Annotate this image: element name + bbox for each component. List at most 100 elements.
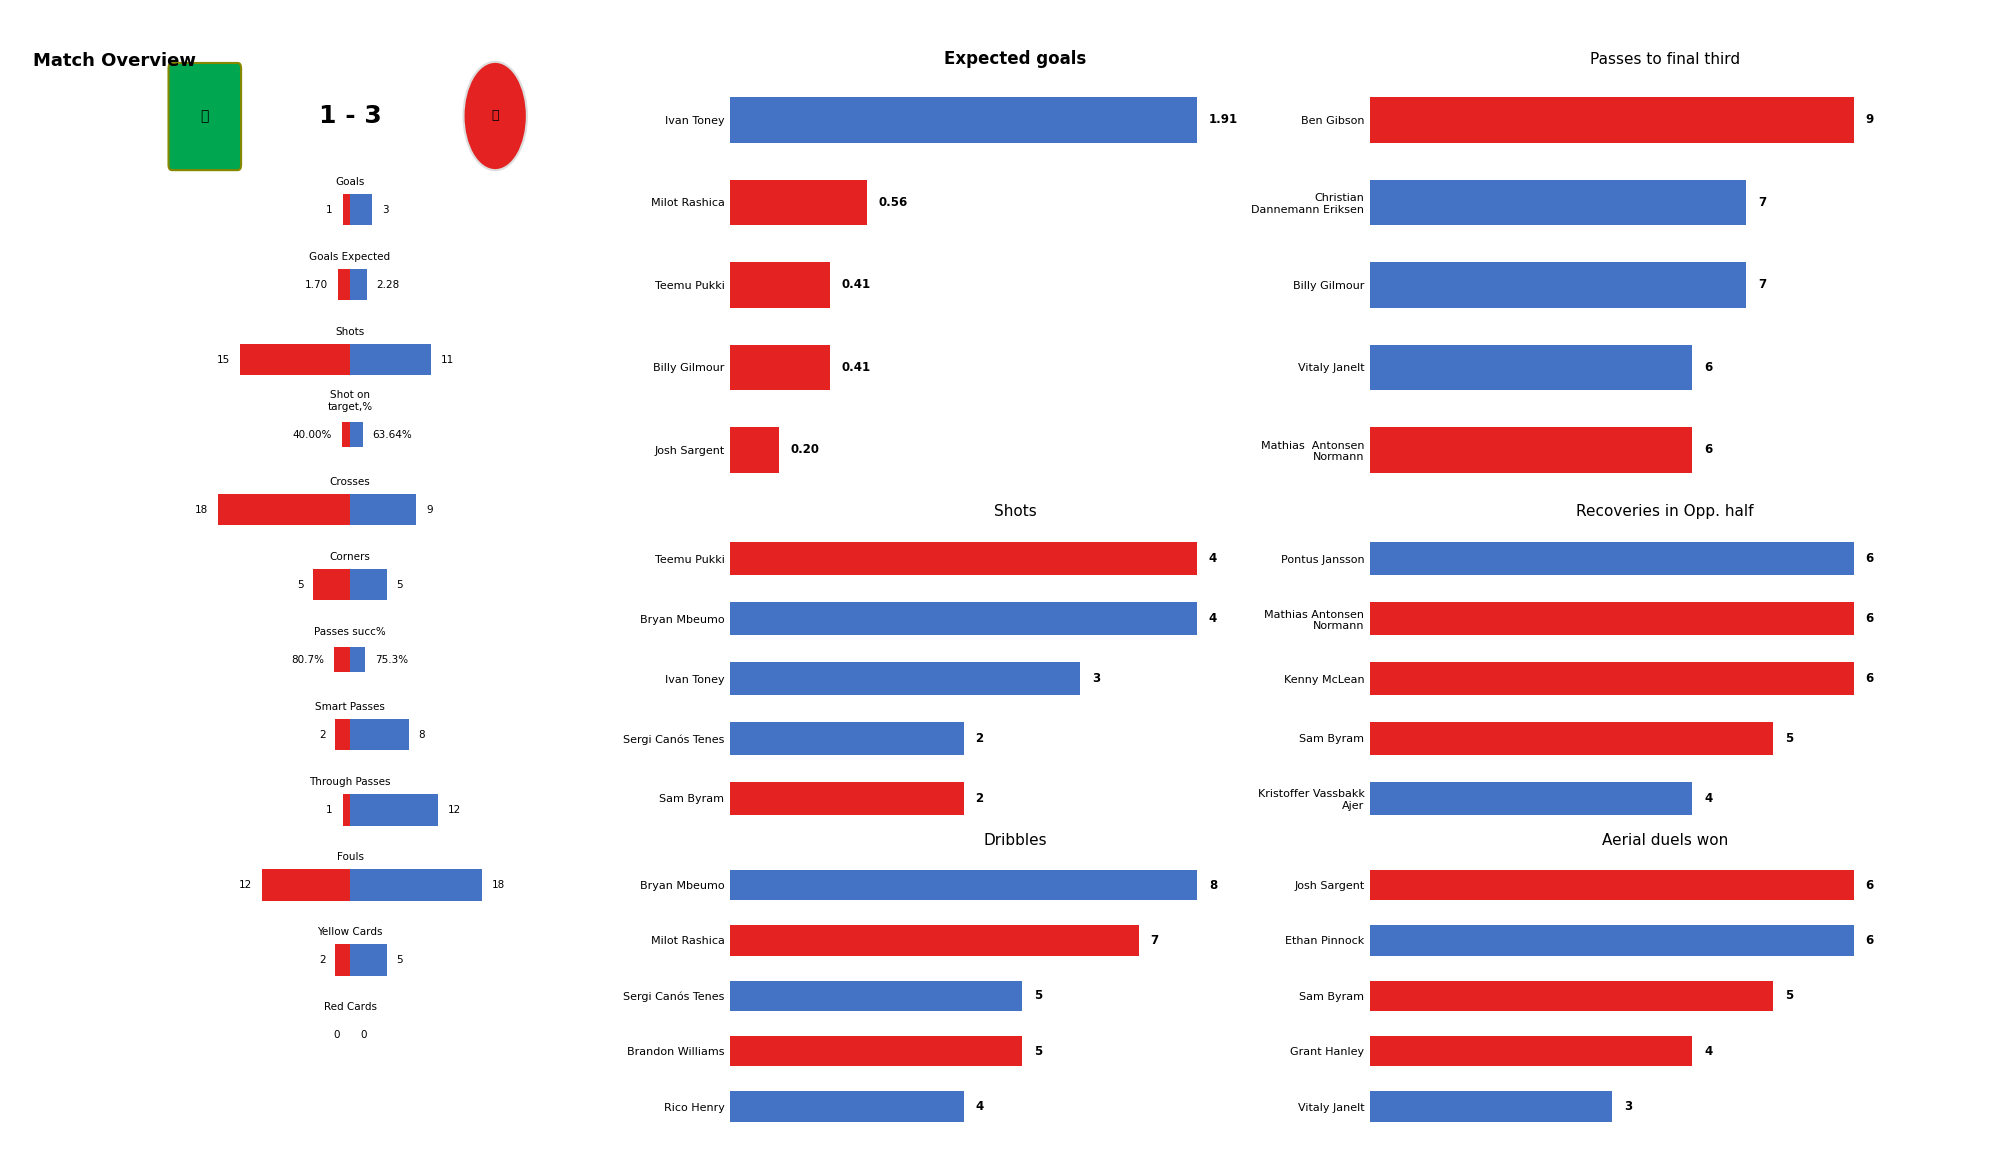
Text: Match Overview: Match Overview <box>34 52 196 69</box>
Bar <box>730 981 1022 1010</box>
Text: 0.56: 0.56 <box>878 196 908 209</box>
Text: 8: 8 <box>418 730 426 740</box>
Text: 7: 7 <box>1758 196 1766 209</box>
Bar <box>730 1036 1022 1067</box>
Bar <box>342 794 350 826</box>
Bar <box>262 870 350 900</box>
Title: Dribbles: Dribbles <box>984 833 1046 848</box>
Text: Passes succ%: Passes succ% <box>314 627 386 637</box>
Text: Fouls: Fouls <box>336 852 364 862</box>
Bar <box>1370 180 1746 226</box>
Bar <box>338 269 350 301</box>
Text: 4: 4 <box>1208 552 1218 565</box>
Bar <box>1370 344 1692 390</box>
Text: 6: 6 <box>1704 443 1712 456</box>
Text: 63.64%: 63.64% <box>372 430 412 439</box>
Text: 4: 4 <box>976 1100 984 1113</box>
Title: Recoveries in Opp. half: Recoveries in Opp. half <box>1576 504 1754 519</box>
Bar <box>730 781 964 814</box>
Bar <box>730 925 1138 955</box>
Text: Smart Passes: Smart Passes <box>316 703 384 712</box>
Text: 6: 6 <box>1866 612 1874 625</box>
Text: 1.70: 1.70 <box>304 280 328 289</box>
Bar <box>240 344 350 376</box>
Text: 3: 3 <box>382 204 388 215</box>
Title: Passes to final third: Passes to final third <box>1590 52 1740 67</box>
Bar <box>730 662 1080 696</box>
Title: Aerial duels won: Aerial duels won <box>1602 833 1728 848</box>
Text: 2: 2 <box>318 730 326 740</box>
Text: 9: 9 <box>1866 114 1874 127</box>
Bar <box>730 344 830 390</box>
Bar <box>730 428 778 472</box>
Text: 4: 4 <box>1704 792 1712 805</box>
Text: 12: 12 <box>448 805 462 814</box>
Text: 4: 4 <box>1704 1045 1712 1058</box>
Circle shape <box>464 62 526 170</box>
Text: 5: 5 <box>1786 989 1794 1002</box>
Text: 0: 0 <box>334 1029 340 1040</box>
Title: Expected goals: Expected goals <box>944 49 1086 67</box>
Bar <box>350 194 372 226</box>
Bar <box>1370 870 1854 900</box>
Text: 7: 7 <box>1150 934 1158 947</box>
Text: Red Cards: Red Cards <box>324 1002 376 1012</box>
Text: 5: 5 <box>1786 732 1794 745</box>
Text: 2: 2 <box>976 792 984 805</box>
Title: Shots: Shots <box>994 504 1036 519</box>
Bar <box>1370 428 1692 472</box>
FancyBboxPatch shape <box>168 63 242 170</box>
Bar <box>350 269 366 301</box>
Bar <box>730 262 830 308</box>
Bar <box>730 180 866 226</box>
Bar <box>1370 925 1854 955</box>
Text: 5: 5 <box>1034 989 1042 1002</box>
Text: 8: 8 <box>1208 879 1218 892</box>
Bar <box>1370 98 1854 142</box>
Bar <box>350 494 416 525</box>
Bar <box>336 944 350 975</box>
Text: 0: 0 <box>360 1029 366 1040</box>
Bar <box>1370 662 1854 696</box>
Bar <box>1370 262 1746 308</box>
Text: 0.41: 0.41 <box>842 278 872 291</box>
Text: 80.7%: 80.7% <box>292 654 324 665</box>
Text: 🐝: 🐝 <box>492 109 498 122</box>
Text: 0.41: 0.41 <box>842 361 872 374</box>
Text: 0.20: 0.20 <box>790 443 820 456</box>
Text: 6: 6 <box>1704 361 1712 374</box>
Text: Crosses: Crosses <box>330 477 370 488</box>
Bar <box>1370 981 1774 1010</box>
Bar <box>350 794 438 826</box>
Bar <box>730 98 1198 142</box>
Text: Yellow Cards: Yellow Cards <box>318 927 382 938</box>
Text: 1 - 3: 1 - 3 <box>318 105 382 128</box>
Text: 1.91: 1.91 <box>1208 114 1238 127</box>
Bar <box>350 944 386 975</box>
Text: Shot on
target,%: Shot on target,% <box>328 390 372 412</box>
Bar <box>1370 721 1774 754</box>
Bar <box>730 543 1198 576</box>
Bar <box>342 194 350 226</box>
Text: 3: 3 <box>1624 1100 1632 1113</box>
Bar <box>730 721 964 754</box>
Bar <box>342 422 350 448</box>
Text: 40.00%: 40.00% <box>292 430 332 439</box>
Text: 6: 6 <box>1866 552 1874 565</box>
Text: 12: 12 <box>238 880 252 889</box>
Text: 🐦: 🐦 <box>200 109 208 123</box>
Text: 6: 6 <box>1866 934 1874 947</box>
Bar <box>314 569 350 600</box>
Text: 6: 6 <box>1866 672 1874 685</box>
Bar <box>334 647 350 672</box>
Text: 2.28: 2.28 <box>376 280 400 289</box>
Bar <box>1370 781 1692 814</box>
Text: 2: 2 <box>976 732 984 745</box>
Text: 9: 9 <box>426 505 432 515</box>
Bar <box>350 719 408 751</box>
Text: 4: 4 <box>1208 612 1218 625</box>
Text: 5: 5 <box>396 579 404 590</box>
Bar <box>350 569 386 600</box>
Text: 11: 11 <box>440 355 454 364</box>
Bar <box>336 719 350 751</box>
